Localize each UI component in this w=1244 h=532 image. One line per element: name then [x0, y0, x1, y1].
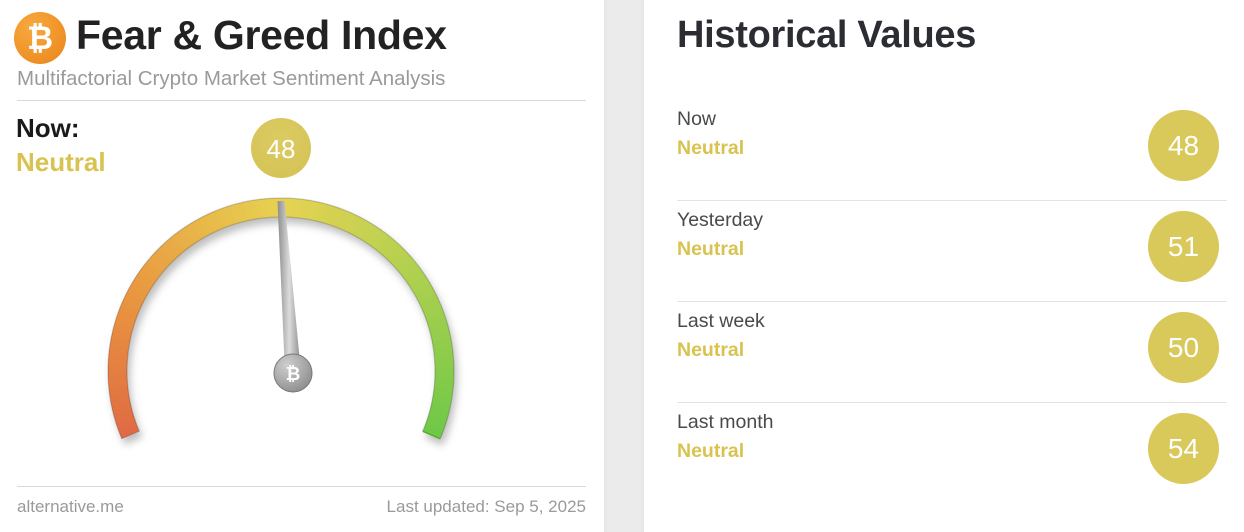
svg-text:48: 48 [267, 134, 296, 164]
svg-text:₿: ₿ [286, 364, 301, 384]
